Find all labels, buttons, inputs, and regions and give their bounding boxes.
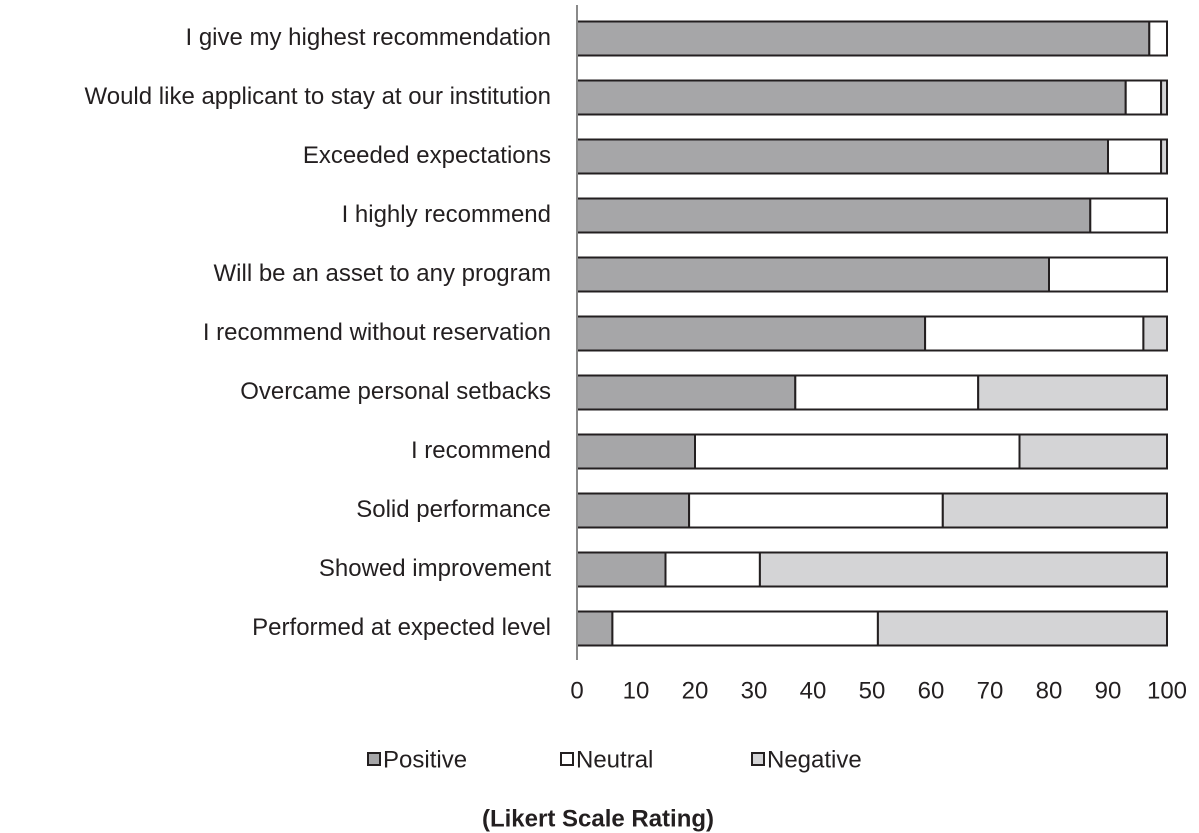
x-axis-title: (Likert Scale Rating) [482, 805, 714, 832]
x-tick-label: 10 [623, 677, 650, 704]
x-tick-label: 60 [918, 677, 945, 704]
bar-segment [941, 492, 1168, 529]
bar-segment [576, 20, 1151, 57]
legend-label: Neutral [576, 746, 653, 773]
y-tick-label: Overcame personal setbacks [240, 378, 551, 405]
y-tick-label: Will be an asset to any program [214, 260, 552, 287]
x-tick-label: 80 [1036, 677, 1063, 704]
bar-segment [876, 610, 1169, 647]
y-tick-label: Would like applicant to stay at our inst… [85, 83, 551, 110]
bar-segment [977, 374, 1169, 411]
bar-segment [1160, 138, 1168, 175]
x-tick-label: 0 [570, 677, 583, 704]
bar-segment [688, 492, 944, 529]
bar-segment [1107, 138, 1163, 175]
legend-swatch [367, 752, 381, 766]
bar-segment [576, 374, 797, 411]
bar-segment [1124, 79, 1163, 116]
bar-segment [576, 138, 1109, 175]
bar-segment [1148, 20, 1169, 57]
x-tick-label: 50 [859, 677, 886, 704]
bar-segment [576, 492, 691, 529]
bar-segment [758, 551, 1169, 588]
y-tick-label: Performed at expected level [252, 614, 551, 641]
y-tick-label: I highly recommend [342, 201, 551, 228]
y-tick-label: I recommend [411, 437, 551, 464]
legend-label: Negative [767, 746, 862, 773]
legend-swatch [560, 752, 574, 766]
bar-segment [1018, 433, 1168, 470]
bar-segment [924, 315, 1145, 352]
bar-segment [1089, 197, 1169, 234]
x-tick-label: 20 [682, 677, 709, 704]
bar-segment [664, 551, 761, 588]
x-tick-label: 30 [741, 677, 768, 704]
x-tick-label: 40 [800, 677, 827, 704]
legend-label: Positive [383, 746, 467, 773]
bar-segment [576, 610, 614, 647]
bar-segment [694, 433, 1021, 470]
bar-segment [576, 315, 927, 352]
y-tick-label: Solid performance [356, 496, 551, 523]
bar-segment [576, 197, 1092, 234]
y-tick-label: I recommend without reservation [203, 319, 551, 346]
bar-segment [576, 551, 667, 588]
y-tick-label: I give my highest recommendation [185, 24, 551, 51]
bar-segment [576, 79, 1127, 116]
bar-segment [794, 374, 980, 411]
legend-swatch [751, 752, 765, 766]
bar-segment [576, 433, 696, 470]
bar-segment [1160, 79, 1168, 116]
x-tick-label: 100 [1147, 677, 1187, 704]
bar-segment [1142, 315, 1169, 352]
bar-segment [611, 610, 879, 647]
x-tick-label: 70 [977, 677, 1004, 704]
x-tick-label: 90 [1095, 677, 1122, 704]
y-tick-label: Showed improvement [319, 555, 551, 582]
bar-segment [1048, 256, 1168, 293]
bar-segment [576, 256, 1050, 293]
y-tick-label: Exceeded expectations [303, 142, 551, 169]
